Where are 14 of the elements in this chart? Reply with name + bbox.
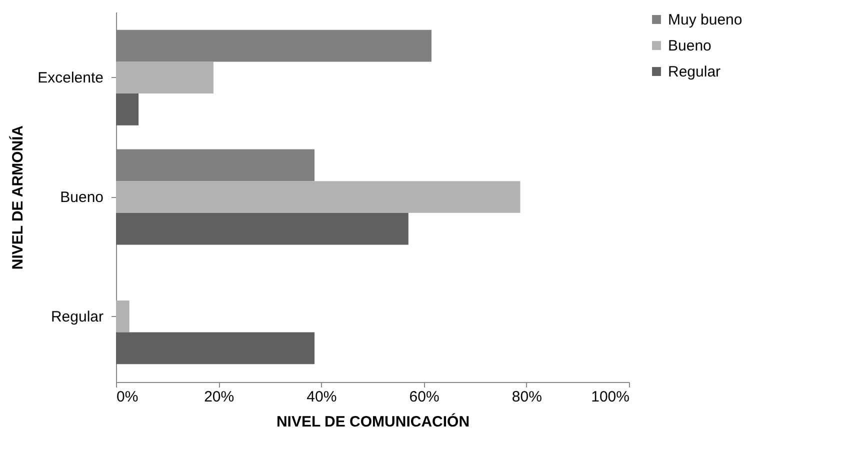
y-tick-label: Bueno [60,189,104,206]
x-tick-label: 20% [204,388,234,406]
y-axis-title: NIVEL DE ARMONÍA [8,125,27,270]
x-tick-label: 40% [306,388,337,406]
x-tick-label: 0% [116,388,138,406]
x-tick-label: 80% [512,388,542,406]
legend-label: Muy bueno [668,12,742,28]
x-tick-label: 100% [591,388,630,406]
x-tick-label: 60% [409,388,440,406]
legend-label: Regular [668,64,721,80]
x-axis-title: NIVEL DE COMUNICACIÓN [276,412,470,430]
legend-label: Bueno [668,38,712,54]
y-tick-label: Excelente [38,70,104,87]
y-tick-label: Regular [50,308,104,326]
